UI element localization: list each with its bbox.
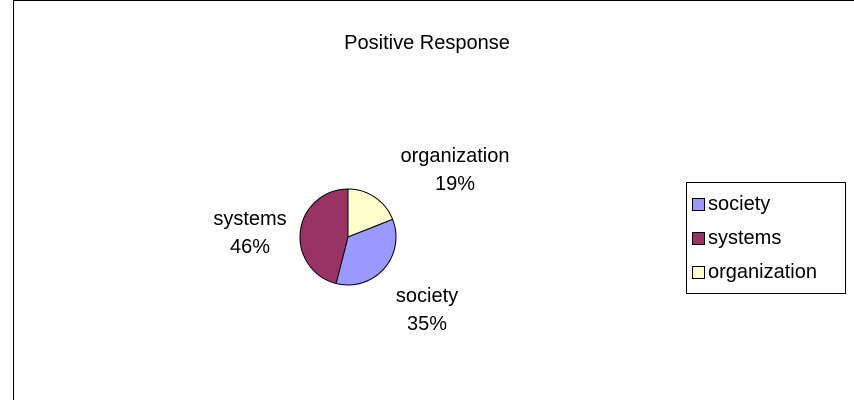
legend-swatch-society <box>692 197 705 211</box>
legend-entry-organization: organization <box>687 255 845 289</box>
chart-legend: society systems organization <box>686 182 846 294</box>
slice-label-organization-value: 19% <box>434 173 476 195</box>
legend-swatch-systems <box>692 231 705 245</box>
slice-label-organization-name: organization <box>400 145 510 167</box>
slice-label-society: society 35% <box>387 282 467 338</box>
slice-label-organization: organization 19% <box>375 142 535 198</box>
pie-slice-society <box>335 218 397 286</box>
legend-label-organization: organization <box>708 260 817 283</box>
slice-label-systems-value: 46% <box>229 236 271 258</box>
legend-entry-society: society <box>687 187 845 221</box>
legend-label-society: society <box>708 192 771 215</box>
slice-label-systems-name: systems <box>213 208 287 230</box>
slice-label-society-value: 35% <box>406 313 448 335</box>
slice-label-society-name: society <box>395 285 459 307</box>
slice-label-systems: systems 46% <box>200 205 300 261</box>
chart-title: Positive Response <box>344 32 510 54</box>
pie-slice-organization <box>347 188 394 238</box>
legend-label-systems: systems <box>708 226 782 249</box>
legend-entry-systems: systems <box>687 221 845 255</box>
legend-swatch-organization <box>692 265 705 279</box>
pie-slice-systems <box>299 188 349 285</box>
